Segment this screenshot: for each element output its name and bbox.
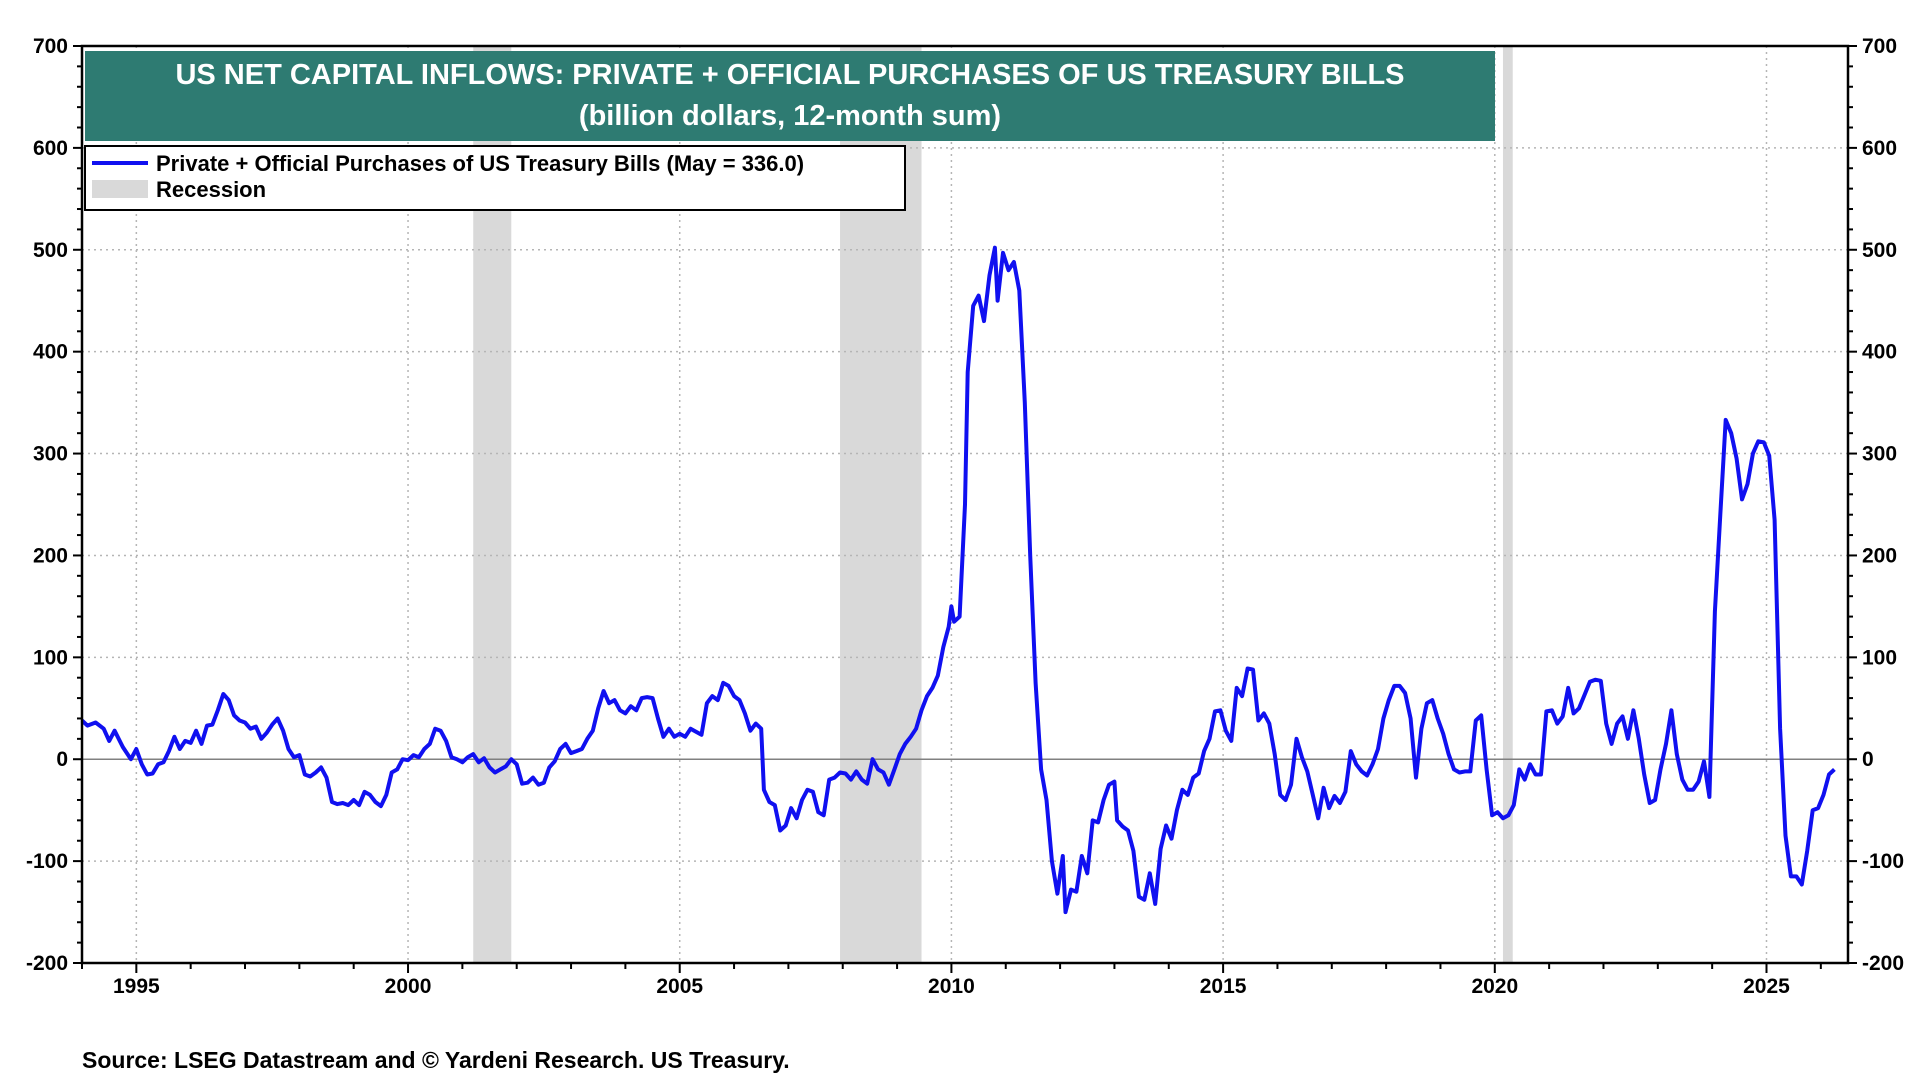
y-tick-label-right: 300: [1862, 443, 1897, 466]
y-tick-label-left: 300: [33, 443, 68, 466]
x-tick-label: 2025: [1743, 975, 1790, 998]
y-tick-label-left: 400: [33, 341, 68, 364]
x-tick-label: 2005: [656, 975, 703, 998]
title-banner: US NET CAPITAL INFLOWS: PRIVATE + OFFICI…: [85, 51, 1495, 141]
y-tick-label-left: 0: [56, 748, 68, 771]
y-tick-label-left: 700: [33, 35, 68, 58]
y-tick-label-right: 500: [1862, 239, 1897, 262]
y-tick-label-right: -100: [1862, 850, 1904, 873]
x-tick-label: 2000: [385, 975, 432, 998]
y-tick-label-left: 500: [33, 239, 68, 262]
y-tick-label-left: 100: [33, 646, 68, 669]
y-tick-label-left: -100: [26, 850, 68, 873]
y-tick-label-right: 100: [1862, 646, 1897, 669]
y-axis-right: -200 -100 0 100 200 300 400 500 600 700: [1848, 35, 1904, 975]
y-tick-label-right: 600: [1862, 137, 1897, 160]
y-tick-label-right: 0: [1862, 748, 1874, 771]
y-tick-label-right: 400: [1862, 341, 1897, 364]
legend-label-recession: Recession: [156, 177, 266, 202]
x-tick-label: 1995: [113, 975, 160, 998]
chart-subtitle: (billion dollars, 12-month sum): [579, 100, 1001, 132]
chart-title: US NET CAPITAL INFLOWS: PRIVATE + OFFICI…: [175, 59, 1404, 91]
y-tick-label-right: 700: [1862, 35, 1897, 58]
legend-recession-swatch: [92, 180, 148, 198]
source-note: Source: LSEG Datastream and © Yardeni Re…: [82, 1047, 790, 1073]
y-tick-label-left: -200: [26, 952, 68, 975]
y-tick-label-right: -200: [1862, 952, 1904, 975]
y-tick-label-left: 600: [33, 137, 68, 160]
x-tick-label: 2010: [928, 975, 975, 998]
series-layer: [80, 245, 1836, 915]
y-tick-label-right: 200: [1862, 544, 1897, 567]
series-line-0: [80, 245, 1836, 915]
x-tick-label: 2020: [1471, 975, 1518, 998]
recession-band-2: [1502, 46, 1513, 963]
x-axis: 1995 2000 2005 2010 2015 2020 2025: [81, 963, 1822, 998]
y-tick-label-left: 200: [33, 544, 68, 567]
plot-frame: [80, 44, 1850, 965]
legend: Private + Official Purchases of US Treas…: [84, 145, 906, 211]
y-axis-left: -200 -100 0 100 200 300 400 500 600 700: [26, 35, 82, 975]
x-tick-label: 2015: [1200, 975, 1247, 998]
legend-label-series: Private + Official Purchases of US Treas…: [156, 151, 804, 176]
